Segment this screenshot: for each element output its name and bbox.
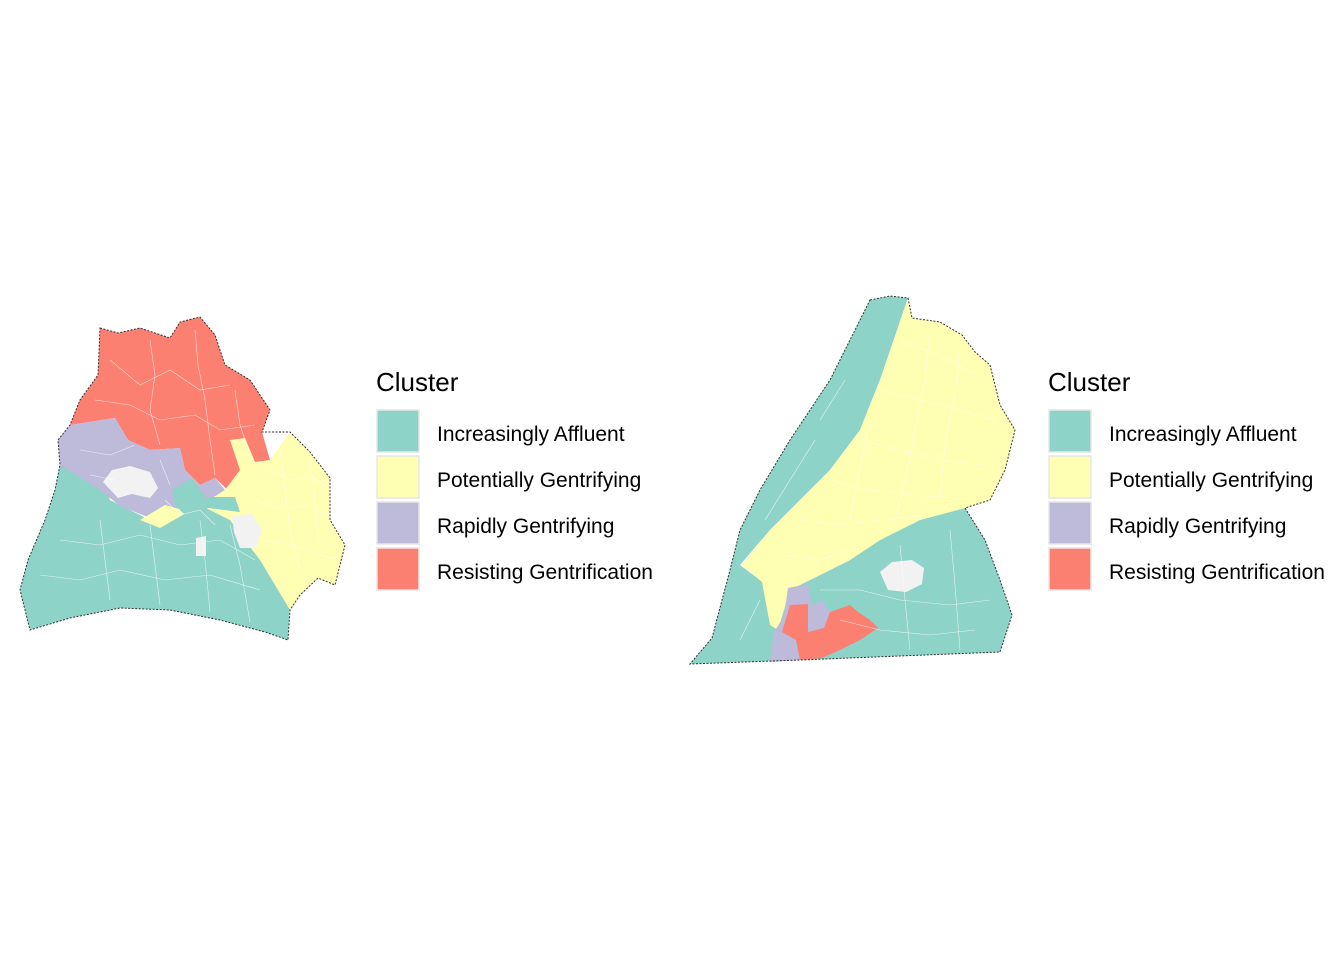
right-nodata-lake (880, 560, 924, 592)
left-legend-label-resisting-gentrification: Resisting Gentrification (437, 561, 653, 584)
left-region-increasingly-affluent (20, 465, 290, 640)
right-tract-lines (739, 329, 996, 651)
left-map (19, 316, 346, 641)
right-legend-swatch-increasingly-affluent (1048, 409, 1092, 453)
right-legend-label-increasingly-affluent: Increasingly Affluent (1109, 423, 1297, 446)
left-region-core-affluent (172, 478, 240, 520)
left-legend-swatch-resisting-gentrification (376, 547, 420, 591)
left-legend-label-rapidly-gentrifying: Rapidly Gentrifying (437, 515, 614, 538)
left-nodata-park (103, 466, 158, 498)
left-legend-label-potentially-gentrifying: Potentially Gentrifying (437, 469, 641, 492)
right-legend-title: Cluster (1048, 367, 1131, 397)
right-map (688, 295, 1016, 665)
right-legend-label-resisting-gentrification: Resisting Gentrification (1109, 561, 1325, 584)
right-region-resisting-gentrification (782, 604, 878, 660)
left-legend-label-increasingly-affluent: Increasingly Affluent (437, 423, 625, 446)
left-legend-swatch-increasingly-affluent (376, 409, 420, 453)
right-region-increasingly-affluent (690, 296, 1012, 664)
right-legend-swatch-potentially-gentrifying (1048, 455, 1092, 499)
left-legend-swatch-rapidly-gentrifying (376, 501, 420, 545)
right-legend-label-rapidly-gentrifying: Rapidly Gentrifying (1109, 515, 1286, 538)
left-tract-lines (39, 329, 341, 623)
right-region-potentially-gentrifying (742, 298, 1015, 630)
left-legend-swatch-potentially-gentrifying (376, 455, 420, 499)
right-legend-swatch-resisting-gentrification (1048, 547, 1092, 591)
left-nodata-airport (232, 514, 262, 548)
left-region-resisting-gentrification (70, 317, 270, 492)
right-legend-swatch-rapidly-gentrifying (1048, 501, 1092, 545)
right-legend-label-potentially-gentrifying: Potentially Gentrifying (1109, 469, 1313, 492)
left-county-outline (19, 316, 346, 641)
right-county-outline (688, 295, 1016, 665)
left-legend: Cluster Increasingly Affluent Potentiall… (376, 367, 653, 591)
left-legend-title: Cluster (376, 367, 459, 397)
right-legend: Cluster Increasingly Affluent Potentiall… (1048, 367, 1325, 591)
left-nodata-small (196, 536, 206, 556)
